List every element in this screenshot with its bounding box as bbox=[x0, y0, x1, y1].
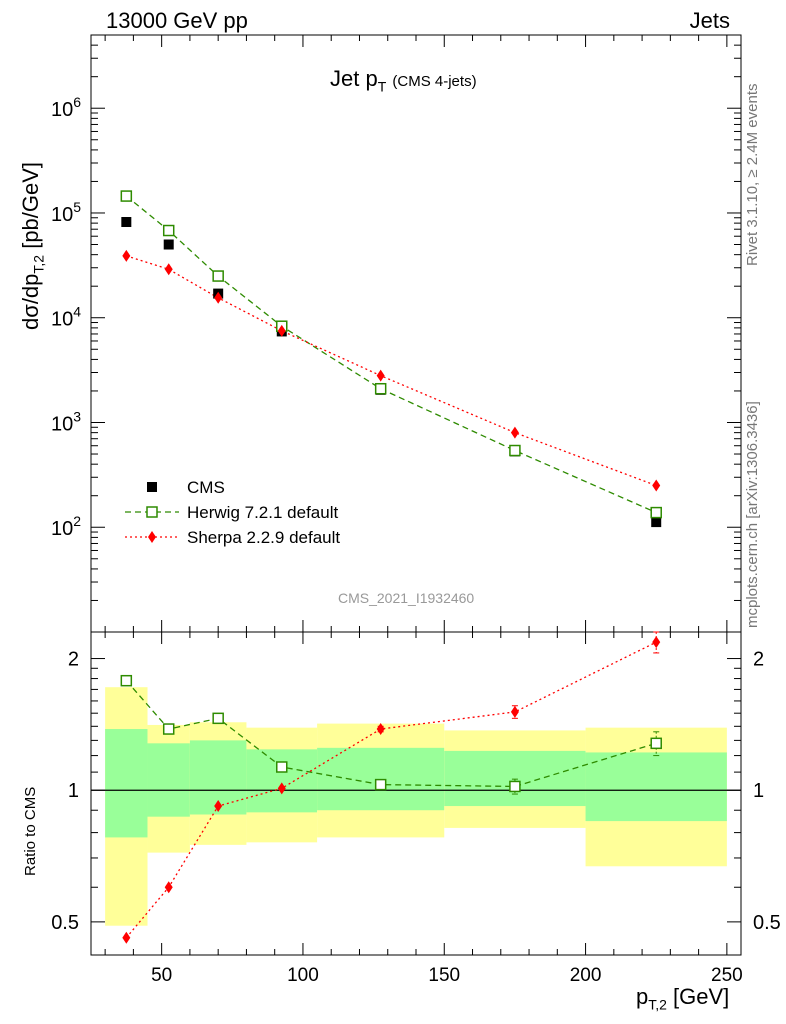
ratio-plot: 50 100 150 200 250 0.5 0.5 1 1 2 2 bbox=[51, 631, 781, 986]
main-plot: 102 103 104 105 106 bbox=[51, 34, 742, 633]
band-inner-0 bbox=[105, 729, 148, 838]
legend-herwig-marker bbox=[146, 506, 158, 518]
y-tick-label: 103 bbox=[51, 408, 81, 435]
ratio-y-tick-label-right: 1 bbox=[753, 780, 764, 802]
ratio-y-tick-label: 2 bbox=[68, 649, 79, 671]
ratio-herwig-point bbox=[120, 674, 133, 687]
ratio-sherpa-point bbox=[376, 723, 385, 736]
series-line-herwig bbox=[125, 195, 657, 514]
legend-entry: CMS bbox=[187, 478, 225, 497]
y-tick-label: 104 bbox=[51, 304, 81, 331]
series-line-sherpa bbox=[126, 255, 657, 487]
x-tick-label: 50 bbox=[151, 965, 172, 986]
band-inner-5 bbox=[444, 750, 586, 807]
ratio-herwig-point bbox=[509, 780, 521, 793]
ratio-herwig-point bbox=[212, 712, 224, 725]
sherpa-point bbox=[376, 369, 385, 382]
ratio-sherpa-point bbox=[652, 636, 661, 649]
analysis-watermark: CMS_2021_I1932460 bbox=[338, 590, 475, 606]
y-tick-label: 105 bbox=[51, 199, 81, 226]
band-inner-3 bbox=[246, 749, 318, 813]
ratio-sherpa-point bbox=[214, 800, 223, 813]
cms-point bbox=[121, 217, 132, 228]
herwig-point bbox=[120, 190, 133, 202]
x-tick-label: 250 bbox=[711, 965, 743, 986]
cms-point bbox=[651, 517, 662, 528]
ratio-herwig-point bbox=[650, 737, 662, 750]
herwig-point bbox=[162, 224, 175, 237]
legend-entry: Sherpa 2.2.9 default bbox=[187, 528, 340, 547]
sherpa-point bbox=[214, 291, 223, 304]
ratio-herwig-point bbox=[374, 778, 387, 791]
x-tick-label: 200 bbox=[570, 965, 602, 986]
x-tick-label: 150 bbox=[428, 965, 460, 986]
ratio-y-tick-label: 0.5 bbox=[51, 912, 79, 934]
ratio-sherpa-point bbox=[277, 782, 286, 795]
x-axis-label: pT,2 [GeV] bbox=[636, 984, 730, 1013]
ratio-y-tick-label-right: 2 bbox=[753, 649, 764, 671]
header-right: Jets bbox=[689, 8, 730, 33]
ratio-herwig-point bbox=[276, 761, 288, 773]
ratio-herwig-point bbox=[162, 723, 175, 735]
band-inner-6 bbox=[585, 752, 727, 822]
herwig-point bbox=[212, 270, 224, 282]
ratio-sherpa-point bbox=[510, 705, 519, 718]
herwig-point bbox=[650, 506, 662, 519]
legend-entry: Herwig 7.2.1 default bbox=[187, 503, 338, 522]
cms-point bbox=[163, 239, 174, 250]
header-left: 13000 GeV pp bbox=[106, 8, 248, 33]
y-tick-label: 102 bbox=[51, 513, 81, 540]
herwig-point bbox=[374, 382, 387, 395]
ratio-sherpa-point bbox=[164, 881, 173, 894]
sherpa-point bbox=[122, 249, 131, 262]
ratio-sherpa-point bbox=[122, 931, 131, 944]
legend-sherpa-marker bbox=[148, 531, 156, 543]
y-tick-label: 106 bbox=[51, 94, 81, 121]
sherpa-point bbox=[510, 426, 519, 439]
ratio-y-tick-label: 1 bbox=[68, 780, 79, 802]
band-inner-1 bbox=[147, 743, 190, 817]
sherpa-point bbox=[277, 324, 286, 337]
sherpa-point bbox=[164, 263, 173, 276]
ratio-y-tick-label-right: 0.5 bbox=[753, 912, 781, 934]
sherpa-point bbox=[652, 479, 661, 492]
chart-title: Jet pT (CMS 4-jets) bbox=[330, 66, 477, 95]
herwig-point bbox=[509, 444, 521, 457]
legend: CMS Herwig 7.2.1 default Sherpa 2.2.9 defa… bbox=[125, 478, 340, 547]
legend-cms-marker bbox=[147, 482, 157, 492]
x-tick-label: 100 bbox=[287, 965, 319, 986]
